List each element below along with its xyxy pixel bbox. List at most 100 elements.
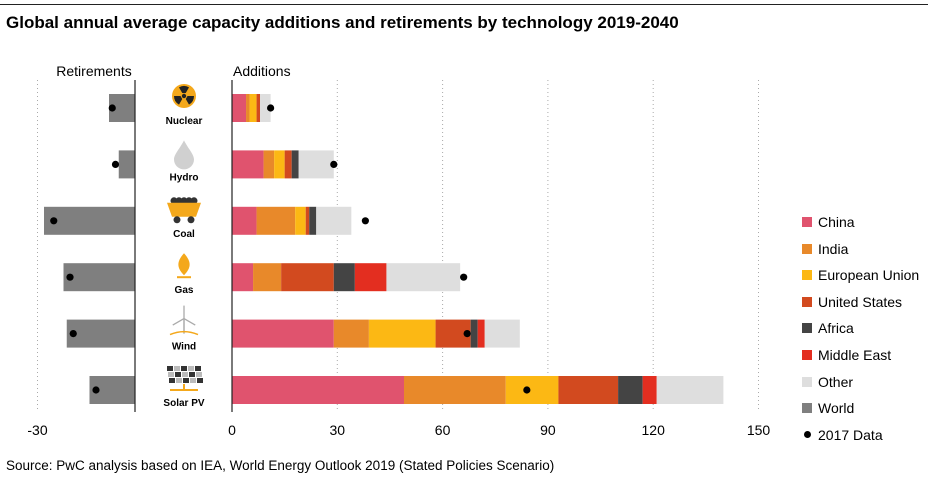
wind-turbine-ground <box>169 330 199 336</box>
bar-segment-china <box>232 376 404 404</box>
solar-panel-cell <box>190 378 196 383</box>
solar-panel-cell <box>197 378 203 383</box>
addition-bars <box>232 94 724 404</box>
bar-segment-china <box>232 94 247 122</box>
bar-segment-india <box>333 319 369 348</box>
addition-2017-dot <box>523 386 531 394</box>
bar-segment-middle-east <box>354 263 387 292</box>
coal-lump <box>170 197 178 205</box>
solar-panel-cell <box>169 378 175 383</box>
retirement-2017-dot <box>111 160 120 168</box>
data-2017-dots <box>50 104 531 394</box>
water-drop-icon-shape <box>174 140 194 170</box>
legend-swatch <box>802 323 812 334</box>
radiation-icon-blade <box>179 86 189 93</box>
wind-turbine-icon <box>169 305 199 336</box>
solar-panel-cell <box>183 378 189 383</box>
solar-panel-cell <box>188 366 194 371</box>
bar-segment-india <box>256 206 296 235</box>
bar-segment-other <box>386 263 461 292</box>
bar-segment-united-states <box>256 94 261 122</box>
x-tick-label: 30 <box>330 422 346 438</box>
chart-title: Global annual average capacity additions… <box>6 13 679 32</box>
coal-cart-icon <box>167 197 201 224</box>
legend-label: European Union <box>818 267 920 284</box>
solar-panel-cell <box>168 372 174 377</box>
coal-lump <box>185 197 193 205</box>
legend-item-middle-east: Middle East <box>802 346 891 364</box>
axes: -30 0 30 60 90 120 150 Retirements Additions <box>27 63 770 438</box>
radiation-icon <box>172 84 196 108</box>
retirement-bar-hydro <box>118 150 135 179</box>
wind-turbine-blade <box>172 318 185 326</box>
solar-panel-cell <box>196 372 202 377</box>
bar-segment-india <box>246 94 250 122</box>
bar-segment-united-states <box>305 206 310 235</box>
coal-cart-body <box>167 202 201 217</box>
legend-swatch <box>802 376 812 387</box>
water-drop-icon <box>174 140 194 170</box>
solar-panel-cell <box>175 372 181 377</box>
category-label-hydro: Hydro <box>170 172 199 183</box>
bar-segment-china <box>232 150 264 179</box>
legend-item-other: Other <box>802 373 853 391</box>
bar-segment-china <box>232 206 257 235</box>
source-note: Source: PwC analysis based on IEA, World… <box>6 458 555 473</box>
legend-label: China <box>818 214 855 230</box>
bar-segment-india <box>403 376 506 404</box>
retirement-bar-wind <box>66 319 135 348</box>
bar-segment-other <box>484 319 520 348</box>
category-label-solar-pv: Solar PV <box>163 398 204 409</box>
bar-segment-united-states <box>558 376 619 404</box>
legend-swatch <box>802 270 812 281</box>
x-tick-label: -30 <box>27 422 47 438</box>
x-tick-label: 90 <box>540 422 556 438</box>
addition-2017-dot <box>361 217 369 225</box>
solar-panel-cell <box>182 372 188 377</box>
addition-2017-dot <box>460 273 468 281</box>
bar-segment-european-union <box>368 319 436 348</box>
category-label-nuclear: Nuclear <box>166 116 203 127</box>
bar-segment-china <box>232 319 334 348</box>
coal-lump <box>190 197 198 205</box>
radiation-icon-blade <box>174 96 183 105</box>
legend-item-european-union: European Union <box>802 266 919 284</box>
bar-segment-other <box>260 94 271 122</box>
addition-2017-dot <box>330 160 338 168</box>
category-label-gas: Gas <box>175 285 194 296</box>
x-tick-label: 0 <box>228 422 236 438</box>
gas-flame-icon-base <box>177 276 191 279</box>
retirement-2017-dot <box>92 386 100 394</box>
technology-icons: Nuclear Hydro Coal Gas Wind Solar PV <box>163 84 205 409</box>
bar-segment-middle-east <box>477 319 485 348</box>
retirement-bar-gas <box>63 263 135 292</box>
bar-segment-european-union <box>295 206 306 235</box>
gas-flame-icon-shape <box>178 253 190 276</box>
addition-2017-dot <box>463 330 471 338</box>
radiation-icon-blade <box>185 96 194 105</box>
legend-item-world: World <box>802 399 854 417</box>
bar-segment-other <box>656 376 724 404</box>
legend-item-china: China <box>802 213 855 231</box>
bar-segment-india <box>253 263 282 292</box>
bar-segment-africa <box>470 319 478 348</box>
coal-cart-wheel <box>187 216 195 224</box>
legend-swatch <box>802 243 812 254</box>
solar-panel-cell <box>167 366 173 371</box>
legend-label: Middle East <box>818 347 892 363</box>
retirement-2017-dot <box>69 330 77 338</box>
bar-segment-other <box>298 150 334 179</box>
solar-panel-cell <box>195 366 201 371</box>
bar-segment-china <box>232 263 254 292</box>
legend-dot-marker <box>804 431 811 439</box>
solar-panel-cell <box>189 372 195 377</box>
addition-2017-dot <box>267 104 275 112</box>
retirements-header: Retirements <box>56 63 131 79</box>
retirement-bar-coal <box>44 206 135 235</box>
x-tick-label: 150 <box>747 422 771 438</box>
x-tick-label: 120 <box>642 422 666 438</box>
bar-segment-africa <box>291 150 299 179</box>
bar-segment-africa <box>309 206 317 235</box>
legend-swatch <box>802 350 812 360</box>
